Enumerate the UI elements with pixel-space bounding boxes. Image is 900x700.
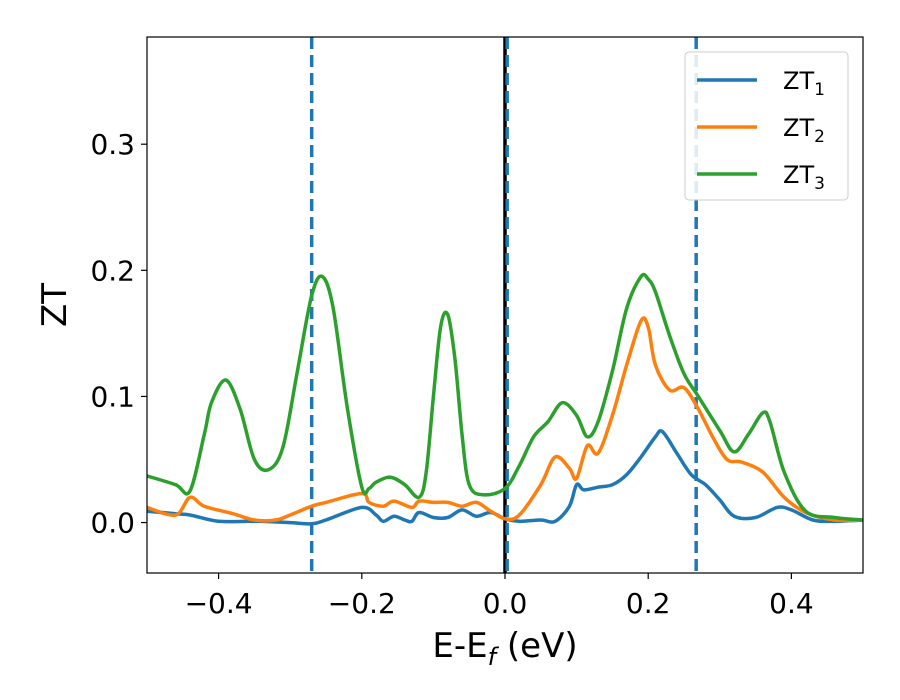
x-tick-label: −0.4 [185, 587, 253, 620]
x-tick-label: 0.0 [483, 587, 528, 620]
x-tick-label: 0.4 [769, 587, 814, 620]
y-tick-label: 0.0 [90, 507, 135, 540]
y-tick-label: 0.2 [90, 254, 135, 287]
legend: ZT1 ZT2 ZT3 [684, 51, 849, 201]
y-axis-label: ZT [35, 283, 75, 327]
vertical-lines [309, 37, 698, 573]
x-tick-label: −0.2 [328, 587, 396, 620]
x-tick-label: 0.2 [626, 587, 671, 620]
y-tick-label: 0.1 [90, 380, 135, 413]
x-axis-label-main: E-E [432, 626, 487, 666]
series-lines [147, 272, 863, 526]
x-axis-label: E-Ef (eV) [432, 626, 577, 671]
legend-label-zt1: ZT1 [783, 67, 825, 100]
legend-box [684, 51, 849, 201]
x-axis-ticks: −0.4 −0.2 0.0 0.2 0.4 [185, 573, 814, 620]
legend-label-zt2: ZT2 [783, 114, 825, 147]
legend-label-zt3: ZT3 [783, 161, 825, 194]
y-axis-ticks: 0.0 0.1 0.2 0.3 [90, 128, 147, 540]
x-axis-label-unit: (eV) [496, 626, 578, 666]
series-line-zt1 [147, 429, 863, 526]
series-line-zt3 [147, 272, 863, 522]
y-tick-label: 0.3 [90, 128, 135, 161]
series-line-zt2 [147, 316, 863, 523]
